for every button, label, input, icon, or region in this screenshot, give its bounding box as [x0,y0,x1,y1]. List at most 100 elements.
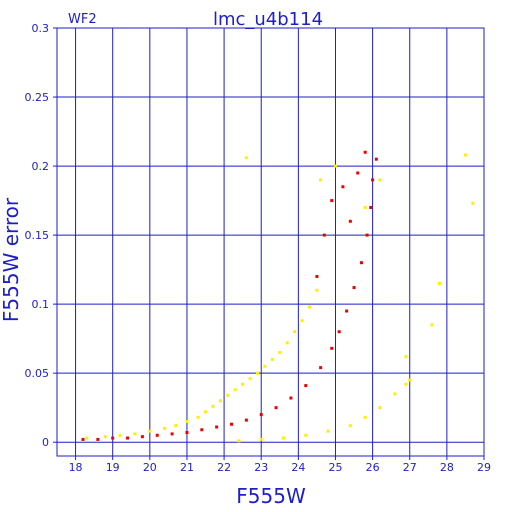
scatter-point-red [374,157,378,161]
scatter-point-red [230,422,234,426]
scatter-point-yellow [270,357,274,361]
scatter-point-red [359,261,363,265]
scatter-point-red [352,286,356,290]
scatter-point-yellow [378,406,382,410]
y-tick-label: 0 [42,436,49,449]
scatter-point-red [369,205,373,209]
scatter-point-yellow [204,410,208,414]
x-tick-label: 29 [477,461,491,474]
scatter-point-red [365,233,369,237]
y-tick-labels: 0 0.05 0.1 0.15 0.2 0.25 0.3 [25,22,50,449]
scatter-point-red [356,171,360,175]
y-tick-label: 0.05 [25,367,50,380]
y-tick-label: 0.2 [32,160,50,173]
scatter-point-red [96,437,100,441]
scatter-point-red [363,150,367,154]
scatter-point-yellow [404,382,408,386]
scatter-point-yellow [259,437,263,441]
scatter-point-yellow [404,355,408,359]
scatter-point-red [322,233,326,237]
chip-label: WF2 [68,12,97,27]
scatter-point-red [259,413,263,417]
scatter-point-yellow [185,419,189,423]
scatter-point-red [304,384,308,388]
x-tick-label: 28 [440,461,454,474]
scatter-point-red [330,346,334,350]
scatter-point-yellow [378,178,382,182]
y-axis-label: F555W error [0,197,23,322]
x-tick-label: 26 [366,461,380,474]
scatter-point-yellow [233,388,237,392]
grid-lines [53,27,485,460]
scatter-point-yellow [196,415,200,419]
scatter-point-yellow [326,429,330,433]
y-tick-label: 0.1 [32,298,50,311]
scatter-point-red [341,185,345,189]
y-tick-label: 0.25 [25,91,50,104]
scatter-point-yellow [118,433,122,437]
scatter-point-yellow [256,371,260,375]
scatter-point-yellow [278,350,282,354]
x-tick-label: 27 [403,461,417,474]
scatter-point-yellow [248,377,252,381]
scatter-point-red [215,425,219,429]
x-axis-label: F555W [236,484,306,508]
scatter-point-yellow [307,305,311,309]
scatter-point-yellow [333,164,337,168]
x-tick-label: 19 [106,461,120,474]
scatter-point-yellow [281,436,285,440]
scatter-point-red [319,366,323,370]
scatter-point-yellow [319,178,323,182]
scatter-point-yellow [226,393,230,397]
scatter-point-yellow [244,156,248,160]
x-tick-label: 21 [180,461,194,474]
scatter-point-yellow [263,364,267,368]
scatter-point-yellow [430,323,434,327]
scatter-point-yellow [363,205,367,209]
scatter-point-yellow [163,426,167,430]
scatter-point-red [371,178,375,182]
scatter-point-yellow [471,201,475,205]
scatter-point-yellow [393,392,397,396]
scatter-point-red [200,428,204,432]
x-tick-label: 23 [254,461,268,474]
scatter-point-yellow [293,330,297,334]
scatter-point-yellow [315,288,319,292]
scatter-point-yellow [363,415,367,419]
y-tick-label: 0.15 [25,229,50,242]
chart-title: lmc_u4b114 [213,9,323,30]
scatter-point-yellow [237,439,241,443]
scatter-point-red [155,433,159,437]
scatter-point-red [315,275,319,279]
scatter-point-red [289,396,293,400]
scatter-point-yellow [85,436,89,440]
scatter-point-red [348,219,352,223]
scatter-point-yellow [285,341,289,345]
scatter-point-yellow [133,432,137,436]
scatter-point-red [81,437,85,441]
x-tick-label: 25 [328,461,342,474]
scatter-point-red [345,309,349,313]
plot-frame [56,27,485,457]
scatter-point-red [337,330,341,334]
scatter-point-red [330,199,334,203]
x-tick-label: 22 [217,461,231,474]
x-tick-label: 18 [69,461,83,474]
scatter-point-red [185,431,189,435]
scatter-point-yellow [348,424,352,428]
scatter-point-yellow [241,382,245,386]
scatter-point-red [140,435,144,439]
scatter-point-red [111,436,115,440]
y-tick-label: 0.3 [32,22,50,35]
series-yellow [85,153,475,443]
scatter-point-yellow [218,399,222,403]
scatter-point-red [126,436,130,440]
scatter-point-yellow [408,378,412,382]
scatter-point-yellow [300,319,304,323]
scatter-point-red [244,418,248,422]
scatter-point-yellow [103,435,107,439]
scatter-point-yellow [304,433,308,437]
scatter-point-red [274,406,278,410]
scatter-point-yellow [174,424,178,428]
